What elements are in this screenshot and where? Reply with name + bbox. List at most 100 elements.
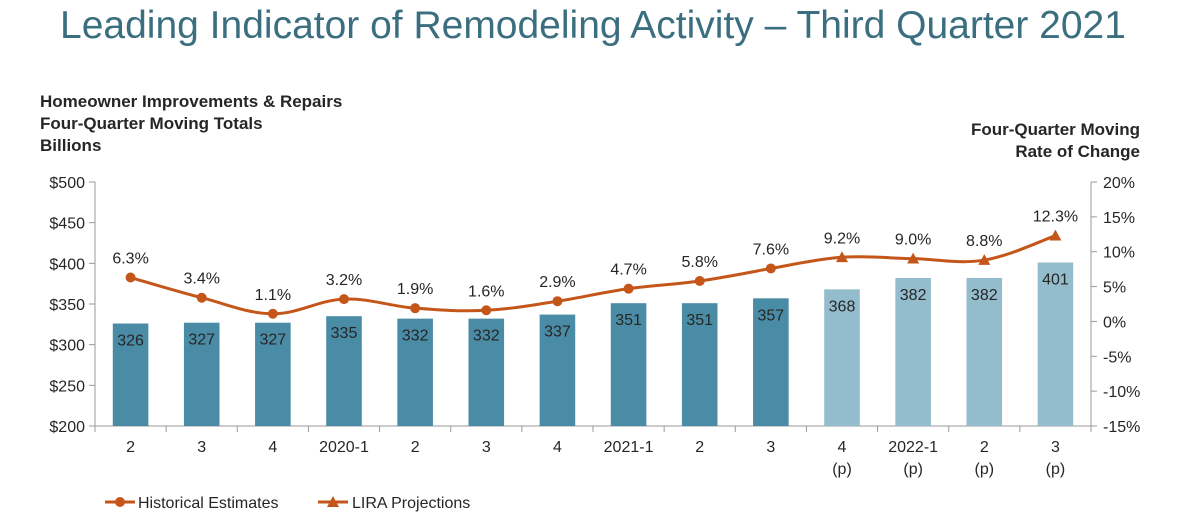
legend-lira-marker	[327, 496, 339, 507]
bar-value-label: 327	[188, 332, 215, 349]
historical-value-label: 1.6%	[468, 283, 504, 300]
right-axis-title: Four-Quarter Moving Rate of Change	[971, 119, 1140, 163]
bar-value-label: 337	[544, 324, 571, 341]
bar	[183, 322, 220, 426]
bar-value-label: 382	[900, 287, 927, 304]
x-tick-label: 2	[980, 439, 989, 456]
bar	[824, 289, 860, 426]
left-axis-title-line: Billions	[40, 136, 102, 155]
lira-marker	[1049, 229, 1062, 241]
bar	[255, 322, 291, 426]
x-tick-suffix: (p)	[975, 461, 995, 478]
lira-value-label: 9.2%	[824, 230, 860, 247]
x-tick-label: 2	[411, 439, 420, 456]
historical-estimates-line	[130, 266, 772, 316]
x-tick-label: 2	[126, 439, 135, 456]
right-axis-title-line: Rate of Change	[1015, 142, 1140, 161]
bar	[966, 277, 1003, 426]
x-tick-suffix: (p)	[903, 461, 923, 478]
right-tick-label: 5%	[1103, 280, 1126, 297]
bar	[112, 323, 149, 426]
bar-value-label: 351	[686, 312, 713, 329]
x-tick-label: 3	[482, 439, 491, 456]
x-tick-label: 4	[553, 439, 562, 456]
bar	[468, 318, 505, 426]
left-tick-label: $200	[49, 419, 85, 436]
x-tick-label: 3	[766, 439, 775, 456]
x-tick-label: 4	[268, 439, 277, 456]
right-tick-label: 0%	[1103, 314, 1126, 331]
bar-value-label: 335	[331, 325, 358, 342]
historical-marker	[481, 305, 492, 316]
lira-marker	[978, 254, 991, 265]
lira-value-label: 9.0%	[895, 232, 931, 249]
legend-historical-marker	[115, 497, 125, 507]
bar-value-label: 327	[260, 332, 287, 349]
left-axis-title: Homeowner Improvements & Repairs Four-Qu…	[40, 91, 342, 157]
left-tick-label: $400	[49, 256, 85, 273]
right-tick-label: -5%	[1103, 349, 1131, 366]
bar-value-label: 382	[971, 287, 998, 304]
bar	[326, 316, 362, 426]
bar	[895, 277, 931, 426]
right-tick-label: 20%	[1103, 175, 1135, 192]
historical-value-label: 7.6%	[753, 241, 789, 258]
x-tick-suffix: (p)	[1046, 461, 1066, 478]
historical-value-label: 3.4%	[183, 271, 219, 288]
historical-marker	[125, 272, 136, 283]
right-axis-title-line: Four-Quarter Moving	[970, 120, 1140, 139]
bar-value-label: 357	[758, 307, 785, 324]
left-tick-label: $500	[49, 175, 85, 192]
x-tick-label: 2020-1	[319, 439, 369, 456]
bar-value-label: 351	[615, 312, 642, 329]
bar	[397, 318, 433, 426]
bar-value-label: 368	[829, 298, 856, 315]
x-tick-label: 4	[838, 439, 847, 456]
lira-value-label: 8.8%	[966, 233, 1002, 250]
bar-value-label: 326	[117, 333, 144, 350]
bar-value-label: 401	[1042, 272, 1069, 289]
bar-value-label: 332	[402, 328, 429, 345]
historical-value-label: 6.3%	[112, 251, 148, 268]
historical-value-label: 5.8%	[681, 254, 717, 271]
historical-marker	[339, 294, 349, 305]
x-tick-label: 3	[197, 439, 206, 456]
page-title: Leading Indicator of Remodeling Activity…	[60, 4, 1126, 47]
lira-value-label: 12.3%	[1033, 209, 1078, 226]
bar	[1037, 262, 1074, 426]
x-tick-label: 2	[695, 439, 704, 456]
historical-value-label: 2.9%	[539, 274, 575, 291]
historical-marker	[552, 296, 563, 307]
bar	[539, 314, 576, 426]
lira-marker	[836, 251, 848, 263]
bar-value-label: 332	[473, 328, 500, 345]
left-axis-title-line: Four-Quarter Moving Totals	[40, 114, 263, 133]
historical-marker	[694, 275, 705, 286]
legend-lira-label: LIRA Projections	[352, 495, 470, 512]
bar	[753, 298, 789, 426]
historical-marker	[410, 303, 421, 314]
x-tick-label: 2021-1	[604, 439, 654, 456]
left-tick-label: $450	[49, 216, 85, 233]
left-axis-title-line: Homeowner Improvements & Repairs	[40, 92, 343, 111]
historical-value-label: 3.2%	[326, 272, 362, 289]
historical-marker	[267, 308, 278, 319]
right-tick-label: 15%	[1103, 210, 1135, 227]
right-tick-label: -15%	[1103, 419, 1140, 436]
historical-value-label: 1.1%	[255, 287, 291, 304]
bar	[681, 303, 718, 426]
historical-value-label: 4.7%	[610, 262, 646, 279]
historical-marker	[765, 263, 776, 274]
left-tick-label: $250	[49, 378, 85, 395]
x-tick-suffix: (p)	[832, 461, 852, 478]
legend-historical-label: Historical Estimates	[138, 495, 278, 512]
right-tick-label: 10%	[1103, 245, 1135, 262]
historical-marker	[196, 292, 207, 303]
historical-value-label: 1.9%	[397, 281, 433, 298]
bar	[610, 303, 647, 426]
left-tick-label: $350	[49, 297, 85, 314]
x-tick-label: 3	[1051, 439, 1060, 456]
lira-marker	[907, 252, 920, 264]
right-tick-label: -10%	[1103, 384, 1140, 401]
